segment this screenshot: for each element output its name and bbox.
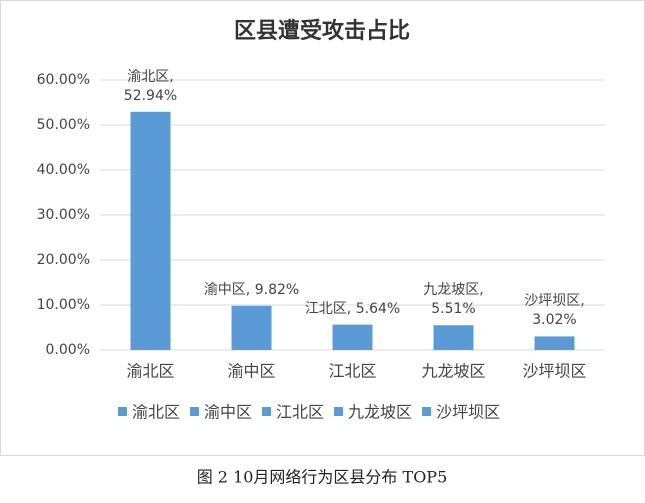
x-tick-label: 渝中区 xyxy=(227,362,275,381)
bar xyxy=(130,111,171,351)
legend-swatch xyxy=(190,407,200,416)
y-tick-label: 50.00% xyxy=(37,117,90,133)
legend-label: 渝北区 xyxy=(132,403,180,422)
legend-label: 渝中区 xyxy=(204,403,252,422)
data-label: 江北区, 5.64% xyxy=(304,300,401,317)
x-tick-label: 江北区 xyxy=(328,362,376,381)
data-label: 渝北区, 52.94% xyxy=(123,68,178,104)
legend-swatch xyxy=(118,407,127,416)
y-tick-label: 20.00% xyxy=(37,252,90,268)
legend-label: 沙坪坝区 xyxy=(436,403,500,422)
data-label: 渝中区, 9.82% xyxy=(203,281,300,298)
y-tick-label: 10.00% xyxy=(37,297,90,313)
bar xyxy=(534,336,575,350)
legend-swatch xyxy=(334,407,344,416)
y-tick-label: 60.00% xyxy=(37,72,90,88)
legend-label: 江北区 xyxy=(276,403,324,422)
data-label: 九龙坡区, 5.51% xyxy=(423,282,484,318)
y-tick-label: 40.00% xyxy=(37,162,90,178)
x-tick-label: 渝北区 xyxy=(126,362,174,381)
bar xyxy=(332,324,373,350)
legend-label: 九龙坡区 xyxy=(348,403,412,422)
data-label: 沙坪坝区, 3.02% xyxy=(524,293,585,329)
chart-frame xyxy=(0,0,645,456)
legend-swatch xyxy=(422,407,432,416)
bar xyxy=(433,325,474,350)
x-tick-label: 沙坪坝区 xyxy=(522,362,586,381)
legend-swatch xyxy=(262,407,272,416)
y-tick-label: 30.00% xyxy=(37,207,90,223)
x-tick-label: 九龙坡区 xyxy=(421,362,485,381)
y-tick-label: 0.00% xyxy=(46,342,90,358)
caption: 图 2 10月网络行为区县分布 TOP5 xyxy=(197,468,448,487)
bar xyxy=(231,305,272,350)
chart-title: 区县遭受攻击占比 xyxy=(234,18,410,44)
